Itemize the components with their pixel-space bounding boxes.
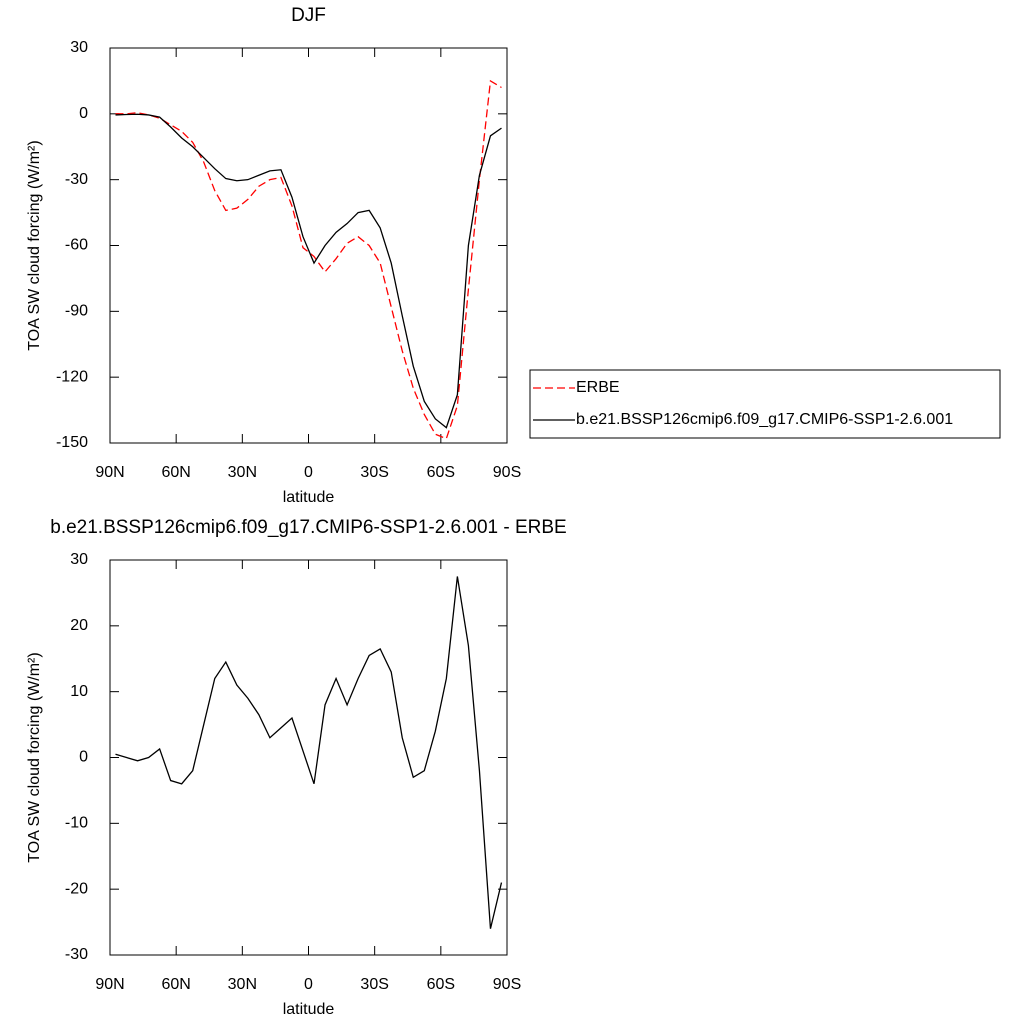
legend-label: b.e21.BSSP126cmip6.f09_g17.CMIP6-SSP1-2.…	[576, 411, 953, 428]
x-axis-label: latitude	[283, 489, 335, 506]
x-axis-label: latitude	[283, 1001, 335, 1018]
y-tick-label: 30	[70, 39, 88, 56]
x-tick-label: 60N	[161, 464, 190, 481]
y-axis-label: TOA SW cloud forcing (W/m²)	[26, 140, 43, 350]
y-tick-label: -20	[65, 880, 88, 897]
chart-title: DJF	[291, 5, 326, 26]
x-tick-label: 90S	[493, 464, 521, 481]
y-tick-label: 0	[79, 105, 88, 122]
y-tick-label: -120	[56, 368, 88, 385]
x-tick-label: 90S	[493, 976, 521, 993]
y-tick-label: 30	[70, 551, 88, 568]
x-tick-label: 30S	[360, 464, 388, 481]
x-tick-label: 30N	[228, 464, 257, 481]
x-tick-label: 60S	[427, 976, 455, 993]
x-tick-label: 60N	[161, 976, 190, 993]
x-tick-label: 0	[304, 464, 313, 481]
y-tick-label: 20	[70, 617, 88, 634]
y-tick-label: -30	[65, 946, 88, 963]
y-tick-label: -150	[56, 434, 88, 451]
data-line	[115, 576, 503, 929]
y-tick-label: -10	[65, 815, 88, 832]
data-line	[115, 79, 502, 440]
legend-label: ERBE	[576, 379, 620, 396]
y-tick-label: 10	[70, 683, 88, 700]
x-tick-label: 90N	[95, 976, 124, 993]
data-line	[115, 113, 502, 429]
x-tick-label: 30S	[360, 976, 388, 993]
x-tick-label: 60S	[427, 464, 455, 481]
plot-frame	[109, 559, 508, 956]
y-tick-label: -60	[65, 237, 88, 254]
legend-box	[529, 369, 1001, 439]
x-tick-label: 0	[304, 976, 313, 993]
y-axis-label: TOA SW cloud forcing (W/m²)	[26, 652, 43, 862]
x-tick-label: 30N	[228, 976, 257, 993]
y-tick-label: -90	[65, 303, 88, 320]
y-tick-label: 0	[79, 749, 88, 766]
y-tick-label: -30	[65, 171, 88, 188]
chart-title: b.e21.BSSP126cmip6.f09_g17.CMIP6-SSP1-2.…	[50, 517, 566, 538]
plot-frame	[109, 47, 508, 444]
x-tick-label: 90N	[95, 464, 124, 481]
